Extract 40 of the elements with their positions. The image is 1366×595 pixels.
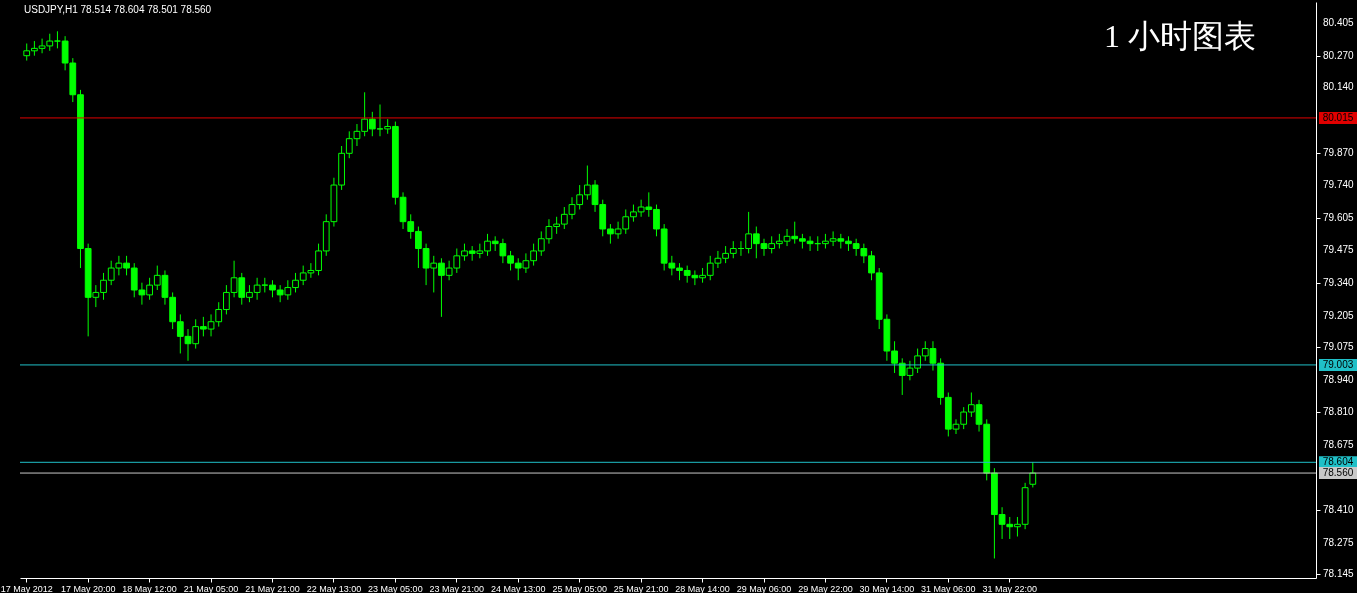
y-tick-label: 79.475: [1323, 243, 1355, 255]
ref-line-label: 79.003: [1322, 358, 1354, 370]
ref-line-label: 78.604: [1322, 456, 1354, 468]
x-tick-label: 25 May 21:00: [613, 583, 669, 594]
candlestick: [1029, 461, 1037, 488]
x-tick-label: 23 May 21:00: [429, 583, 485, 594]
x-tick-label: 21 May 05:00: [183, 583, 239, 594]
y-tick-label: 79.740: [1323, 179, 1355, 191]
annotation: 1 小时图表: [1104, 18, 1256, 54]
y-tick-label: 80.140: [1323, 81, 1355, 93]
ref-line-label: 78.560: [1322, 467, 1354, 479]
y-tick-label: 79.205: [1323, 309, 1355, 321]
y-tick-label: 80.270: [1323, 49, 1355, 61]
y-tick-label: 78.275: [1323, 536, 1355, 548]
y-tick-label: 78.410: [1323, 503, 1355, 515]
y-tick-label: 79.605: [1323, 212, 1355, 223]
x-tick-label: 17 May 20:00: [60, 583, 116, 594]
ref-line-label: 80.015: [1322, 111, 1354, 123]
x-tick-label: 21 May 21:00: [245, 583, 300, 594]
x-tick-label: 25 May 05:00: [552, 583, 607, 594]
x-tick-label: 28 May 14:00: [675, 583, 730, 594]
y-tick-label: 78.145: [1323, 568, 1355, 580]
y-tick-label: 78.940: [1323, 374, 1355, 386]
x-tick-label: 31 May 06:00: [921, 583, 976, 594]
x-tick-label: 29 May 06:00: [736, 583, 792, 594]
x-tick-label: 31 May 22:00: [982, 583, 1038, 594]
x-tick-label: 22 May 13:00: [306, 583, 362, 594]
chart-title: USDJPY,H1 78.514 78.604 78.501 78.560: [24, 4, 212, 15]
x-tick-label: 17 May 2012: [0, 583, 53, 594]
y-tick-label: 78.675: [1323, 438, 1355, 450]
x-tick-label: 29 May 22:00: [798, 583, 853, 594]
y-tick-label: 79.870: [1323, 147, 1355, 159]
x-tick-label: 18 May 12:00: [122, 583, 177, 594]
x-tick-label: 30 May 14:00: [859, 583, 915, 594]
y-tick-label: 79.340: [1323, 276, 1355, 288]
x-tick-label: 24 May 13:00: [490, 583, 546, 594]
y-tick-label: 80.405: [1323, 16, 1355, 28]
y-tick-label: 78.810: [1323, 406, 1355, 418]
y-tick-label: 79.075: [1323, 341, 1355, 353]
x-tick-label: 23 May 05:00: [368, 583, 423, 594]
